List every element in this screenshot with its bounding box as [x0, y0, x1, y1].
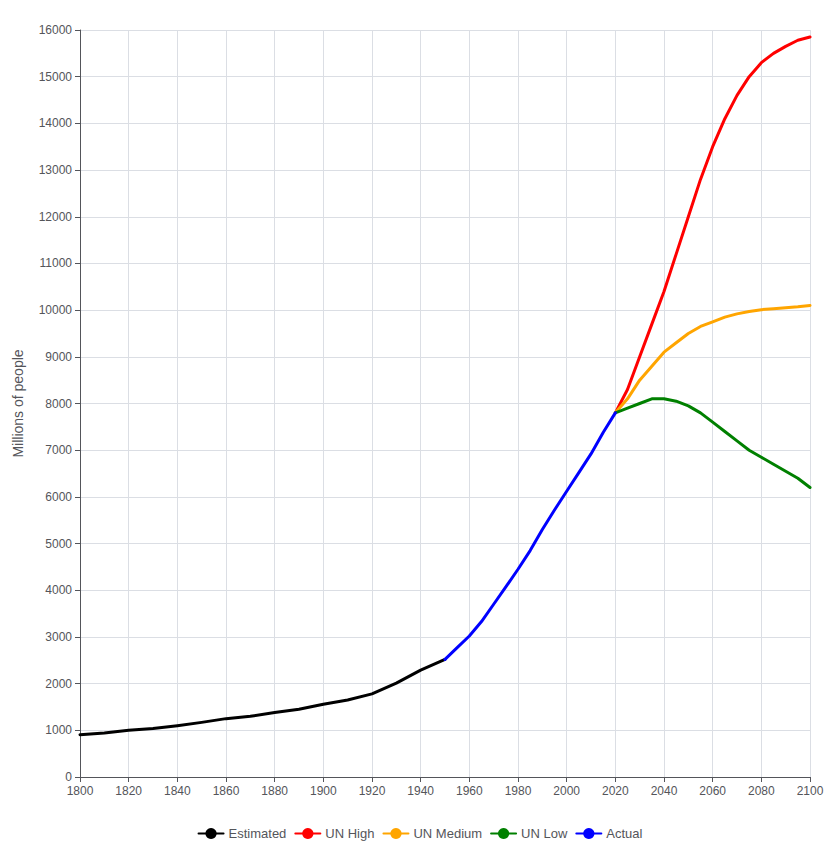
- svg-text:0: 0: [65, 770, 72, 784]
- svg-text:1960: 1960: [456, 784, 483, 798]
- svg-text:1980: 1980: [505, 784, 532, 798]
- svg-text:2000: 2000: [553, 784, 580, 798]
- svg-text:7000: 7000: [45, 443, 72, 457]
- svg-text:UN Medium: UN Medium: [413, 826, 482, 841]
- svg-text:8000: 8000: [45, 397, 72, 411]
- svg-text:1860: 1860: [213, 784, 240, 798]
- svg-text:2000: 2000: [45, 677, 72, 691]
- svg-text:1940: 1940: [407, 784, 434, 798]
- svg-text:2100: 2100: [797, 784, 824, 798]
- svg-text:Estimated: Estimated: [229, 826, 287, 841]
- svg-text:5000: 5000: [45, 537, 72, 551]
- svg-text:Millions of people: Millions of people: [10, 349, 26, 457]
- svg-text:1800: 1800: [67, 784, 94, 798]
- svg-text:13000: 13000: [39, 163, 73, 177]
- svg-text:2020: 2020: [602, 784, 629, 798]
- svg-text:3000: 3000: [45, 630, 72, 644]
- svg-text:2080: 2080: [748, 784, 775, 798]
- svg-text:1920: 1920: [359, 784, 386, 798]
- svg-text:Actual: Actual: [606, 826, 642, 841]
- svg-text:10000: 10000: [39, 303, 73, 317]
- svg-text:UN Low: UN Low: [521, 826, 568, 841]
- svg-text:UN High: UN High: [325, 826, 374, 841]
- svg-text:14000: 14000: [39, 116, 73, 130]
- svg-text:1840: 1840: [164, 784, 191, 798]
- svg-text:11000: 11000: [40, 256, 73, 270]
- svg-text:2060: 2060: [699, 784, 726, 798]
- svg-text:1820: 1820: [115, 784, 142, 798]
- svg-text:1000: 1000: [45, 723, 72, 737]
- svg-text:1900: 1900: [310, 784, 337, 798]
- svg-text:12000: 12000: [39, 210, 73, 224]
- svg-text:16000: 16000: [39, 23, 73, 37]
- svg-text:6000: 6000: [45, 490, 72, 504]
- svg-text:2040: 2040: [651, 784, 678, 798]
- svg-text:15000: 15000: [39, 70, 73, 84]
- svg-text:9000: 9000: [45, 350, 72, 364]
- svg-text:4000: 4000: [45, 583, 72, 597]
- svg-text:1880: 1880: [261, 784, 288, 798]
